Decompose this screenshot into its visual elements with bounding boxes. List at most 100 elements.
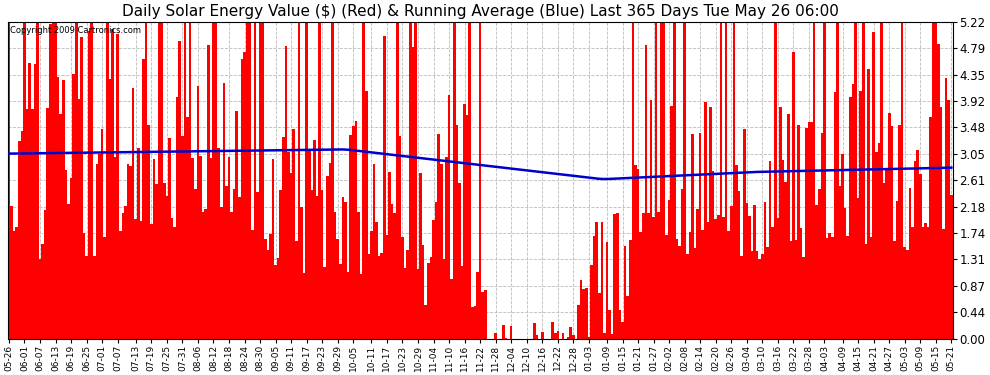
- Bar: [738, 190, 741, 339]
- Bar: [435, 202, 438, 339]
- Bar: [728, 231, 730, 339]
- Bar: [859, 91, 862, 339]
- Text: Copyright 2009 Cartronics.com: Copyright 2009 Cartronics.com: [10, 27, 141, 36]
- Bar: [554, 333, 556, 339]
- Bar: [223, 83, 225, 339]
- Bar: [85, 256, 88, 339]
- Bar: [75, 22, 77, 339]
- Bar: [160, 22, 163, 339]
- Bar: [938, 44, 940, 339]
- Bar: [733, 22, 736, 339]
- Bar: [39, 259, 42, 339]
- Bar: [354, 121, 357, 339]
- Bar: [588, 337, 590, 339]
- Bar: [16, 228, 18, 339]
- Bar: [761, 254, 763, 339]
- Title: Daily Solar Energy Value ($) (Red) & Running Average (Blue) Last 365 Days Tue Ma: Daily Solar Energy Value ($) (Red) & Run…: [122, 4, 839, 19]
- Bar: [386, 235, 388, 339]
- Bar: [810, 122, 813, 339]
- Bar: [13, 231, 16, 339]
- Bar: [352, 126, 354, 339]
- Bar: [241, 59, 244, 339]
- Bar: [233, 189, 236, 339]
- Bar: [396, 22, 399, 339]
- Bar: [8, 22, 10, 339]
- Bar: [611, 334, 614, 339]
- Bar: [440, 164, 443, 339]
- Bar: [140, 221, 143, 339]
- Bar: [670, 106, 673, 339]
- Bar: [264, 238, 266, 339]
- Bar: [875, 152, 877, 339]
- Bar: [168, 138, 170, 339]
- Bar: [662, 22, 665, 339]
- Bar: [124, 206, 127, 339]
- Bar: [935, 22, 938, 339]
- Bar: [173, 227, 176, 339]
- Bar: [220, 207, 223, 339]
- Bar: [438, 134, 440, 339]
- Bar: [792, 52, 795, 339]
- Bar: [846, 237, 849, 339]
- Bar: [510, 326, 513, 339]
- Bar: [839, 186, 842, 339]
- Bar: [290, 172, 292, 339]
- Bar: [745, 202, 748, 339]
- Bar: [942, 229, 944, 339]
- Bar: [883, 183, 885, 339]
- Bar: [170, 218, 173, 339]
- Bar: [420, 173, 422, 339]
- Bar: [893, 241, 896, 339]
- Bar: [668, 200, 670, 339]
- Bar: [904, 247, 906, 339]
- Bar: [736, 165, 738, 339]
- Bar: [730, 206, 733, 339]
- Bar: [143, 59, 145, 339]
- Bar: [826, 238, 829, 339]
- Bar: [163, 183, 165, 339]
- Bar: [877, 143, 880, 339]
- Bar: [319, 22, 321, 339]
- Bar: [906, 250, 909, 339]
- Bar: [458, 183, 460, 339]
- Bar: [184, 22, 186, 339]
- Bar: [880, 22, 883, 339]
- Bar: [779, 107, 782, 339]
- Bar: [145, 22, 148, 339]
- Bar: [561, 333, 564, 339]
- Bar: [303, 273, 305, 339]
- Bar: [851, 84, 854, 339]
- Bar: [101, 129, 103, 339]
- Bar: [707, 222, 709, 339]
- Bar: [127, 164, 130, 339]
- Bar: [665, 235, 668, 339]
- Bar: [446, 158, 447, 339]
- Bar: [622, 322, 624, 339]
- Bar: [567, 337, 569, 339]
- Bar: [56, 77, 59, 339]
- Bar: [238, 197, 241, 339]
- Bar: [723, 217, 725, 339]
- Bar: [96, 164, 98, 339]
- Bar: [186, 117, 189, 339]
- Bar: [481, 292, 484, 339]
- Bar: [191, 158, 194, 339]
- Bar: [748, 216, 750, 339]
- Bar: [450, 279, 453, 339]
- Bar: [417, 270, 420, 339]
- Bar: [673, 22, 675, 339]
- Bar: [197, 86, 199, 339]
- Bar: [67, 204, 69, 339]
- Bar: [577, 304, 580, 339]
- Bar: [642, 213, 644, 339]
- Bar: [412, 47, 414, 339]
- Bar: [282, 137, 285, 339]
- Bar: [776, 218, 779, 339]
- Bar: [59, 114, 62, 339]
- Bar: [624, 246, 627, 339]
- Bar: [702, 230, 704, 339]
- Bar: [890, 126, 893, 339]
- Bar: [422, 245, 425, 339]
- Bar: [447, 95, 450, 339]
- Bar: [204, 209, 207, 339]
